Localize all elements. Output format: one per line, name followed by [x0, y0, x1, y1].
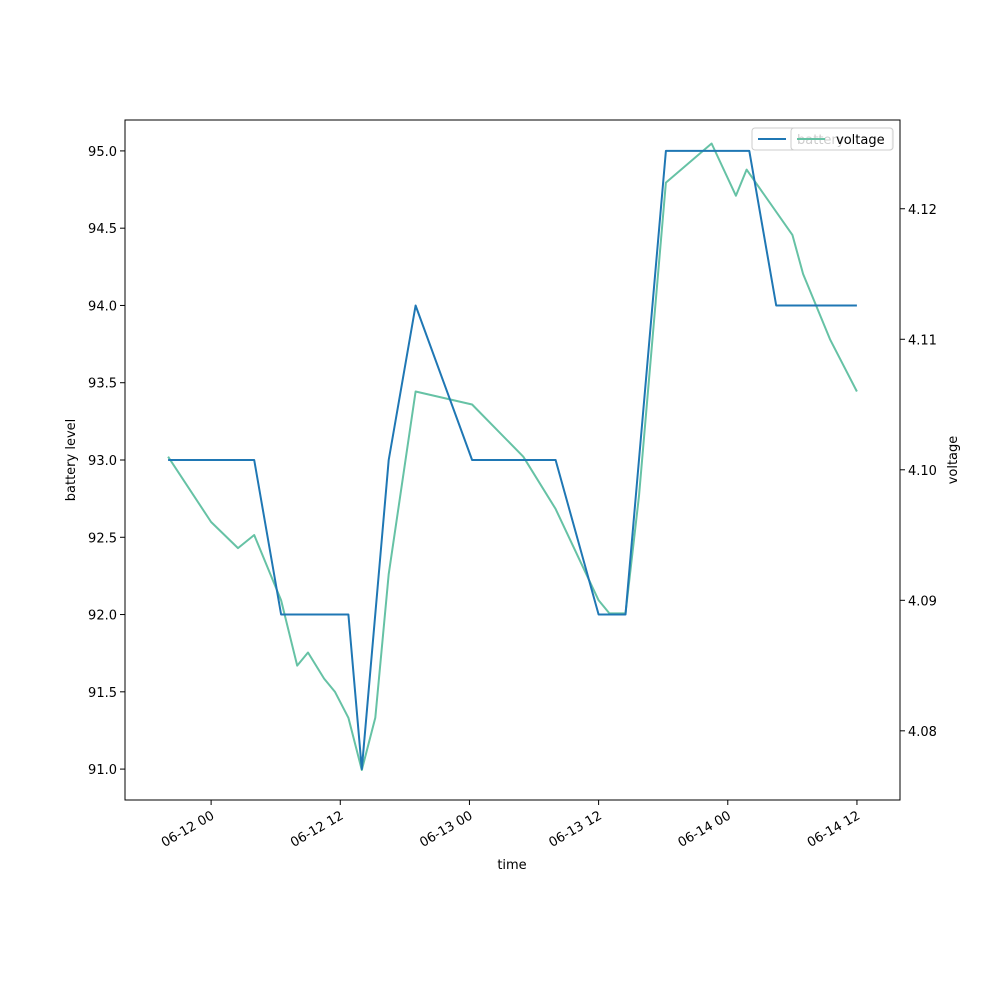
y-axis-ticks: 91.0 91.5 92.0 92.5 93.0 93.5 94.0 94.5 95.0	[88, 145, 125, 778]
y2-axis-ticks: 4.08 4.09 4.10 4.11 4.12	[900, 203, 937, 740]
legend-voltage-label: voltage	[836, 133, 885, 148]
y2-tick-label: 4.12	[908, 203, 937, 218]
y-tick-label: 94.5	[88, 222, 117, 237]
series-layer	[167, 142, 858, 771]
y-tick-label: 93.5	[88, 377, 117, 392]
series-line-battery	[168, 149, 857, 771]
y-tick-label: 94.0	[88, 299, 117, 314]
y2-tick-label: 4.10	[908, 464, 937, 479]
y-tick-label: 91.5	[88, 686, 117, 701]
series-line-voltage	[167, 142, 858, 771]
y-tick-label: 93.0	[88, 454, 117, 469]
y-tick-label: 95.0	[88, 145, 117, 160]
y-tick-label: 92.5	[88, 531, 117, 546]
y-tick-label: 91.0	[88, 763, 117, 778]
plot-frame	[124, 119, 901, 801]
y2-axis-label: voltage	[946, 436, 961, 485]
legend-voltage-box	[790, 127, 894, 151]
y2-tick-label: 4.08	[908, 725, 937, 740]
y2-tick-label: 4.09	[908, 594, 937, 609]
y-axis-label: battery level	[64, 419, 79, 502]
x-axis-label: time	[497, 858, 526, 873]
y-tick-label: 92.0	[88, 609, 117, 624]
legend-voltage: voltage	[790, 127, 894, 151]
y2-tick-label: 4.11	[908, 333, 937, 348]
